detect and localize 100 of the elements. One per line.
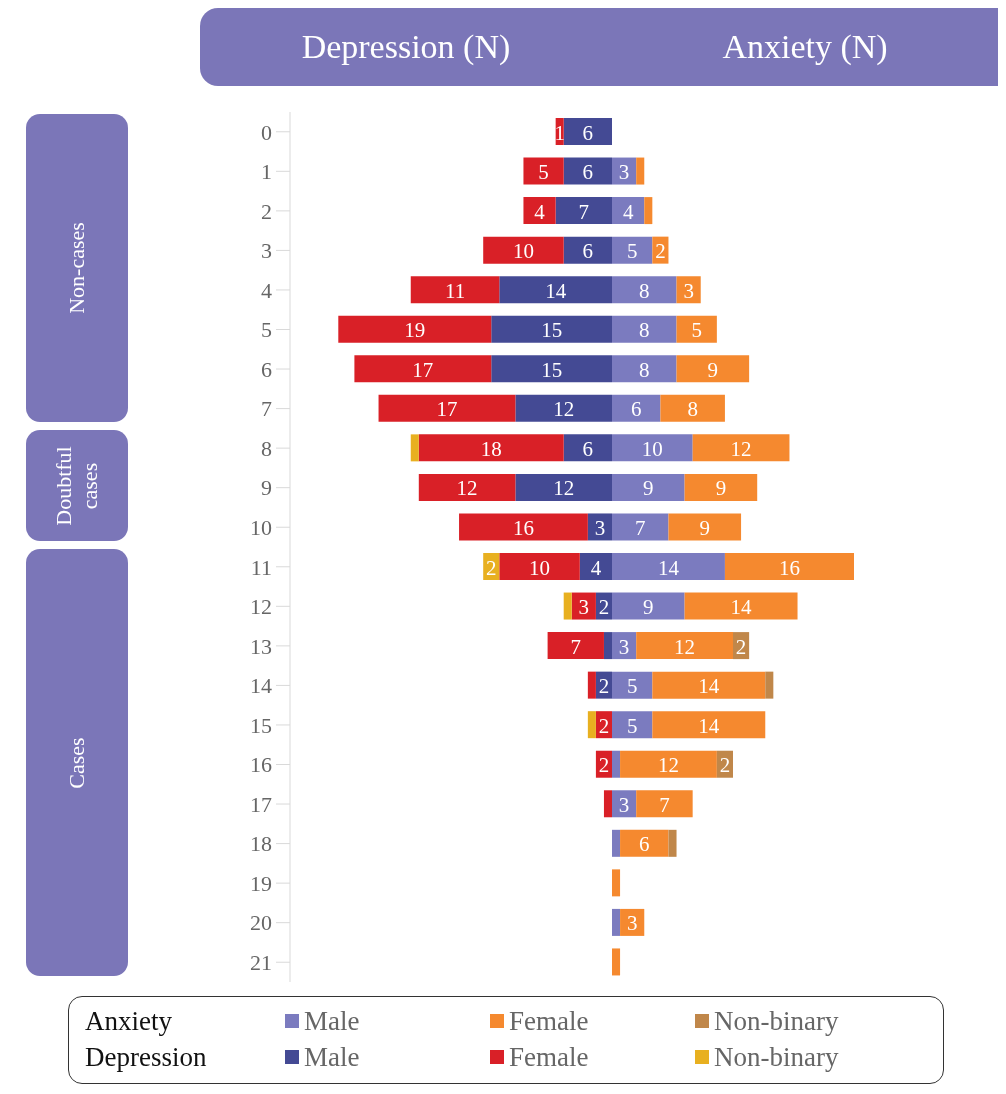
legend-label: Female [508,1005,590,1037]
data-label: 3 [683,278,694,303]
data-label: 15 [541,357,563,382]
bar [483,236,564,264]
data-label: 12 [456,476,478,501]
data-label: 2 [598,595,610,620]
bar [338,315,492,343]
bar [418,434,564,462]
data-label: 2 [719,753,731,778]
text: Non-cases [64,221,90,316]
bar [612,829,621,857]
text: Cases [64,735,90,791]
data-label: 9 [643,595,654,620]
bar [612,671,653,699]
data-label: 6 [630,397,642,422]
data-label: 7 [578,199,590,224]
data-label: 14 [730,595,753,620]
data-label: 3 [618,160,630,185]
data-label: 12 [674,634,696,659]
bar [652,711,766,739]
data-label: 5 [691,318,702,343]
data-label: 6 [582,160,594,185]
legend-title: Depression [85,1041,208,1073]
bar [684,592,798,620]
data-label: 17 [412,357,434,382]
bar [354,355,492,383]
text: Doubtful cases [51,444,103,528]
bar [523,197,556,225]
data-label: 2 [598,753,610,778]
data-label: 14 [698,713,720,738]
bar [724,553,854,580]
data-label: 4 [534,199,546,224]
bar [378,394,516,422]
bar [620,750,717,778]
data-label: 8 [639,278,650,303]
bar [587,711,596,739]
bar [547,632,604,660]
data-label: 15 [541,318,563,343]
y-tick-label: 4 [261,277,272,303]
y-tick-label: 15 [250,712,272,738]
bar [684,473,758,501]
data-label: 12 [657,753,679,778]
data-label: 6 [582,239,594,264]
data-label: 7 [634,515,646,540]
y-tick-label: 10 [250,515,272,541]
bar [523,157,564,185]
data-label: 8 [639,318,650,343]
data-label: 12 [553,397,575,422]
y-tick-label: 19 [250,870,272,896]
bar [692,434,790,462]
data-label: 3 [578,595,590,620]
data-label: 17 [436,397,458,422]
bar [418,473,516,501]
legend-title: Anxiety [85,1005,173,1037]
data-label: 18 [480,436,502,461]
data-label: 14 [657,555,680,580]
data-label: 9 [715,476,727,501]
bar [668,513,742,541]
data-label: 5 [626,239,638,264]
y-tick-label: 13 [250,633,272,659]
bar [644,197,653,225]
bar [636,632,733,660]
legend-label: Male [303,1041,361,1073]
y-tick-label: 17 [250,791,272,817]
y-tick-label: 9 [261,475,272,501]
chart-title: Anxiety (N) [722,28,888,66]
y-tick-label: 1 [261,159,272,185]
data-label: 11 [444,278,466,303]
data-label: 7 [659,792,670,817]
bar [459,513,588,541]
data-label: 6 [582,120,594,145]
data-label: 5 [626,674,638,699]
y-tick-label: 12 [250,594,272,620]
data-label: 12 [730,436,752,461]
bar [612,592,685,620]
y-tick-label: 6 [261,356,272,382]
data-label: 10 [641,436,663,461]
y-tick-label: 5 [261,317,272,343]
data-label: 3 [618,792,630,817]
bar [676,355,750,383]
bar [612,908,621,936]
bar [676,315,717,343]
data-label: 4 [622,199,634,224]
bar [587,671,596,699]
data-label: 2 [486,555,497,580]
data-label: 16 [512,515,534,540]
bar [612,750,621,778]
y-tick-label: 7 [261,396,272,422]
data-label: 14 [545,278,567,303]
bar [563,592,572,620]
data-label: 9 [707,357,719,382]
data-label: 2 [598,674,610,699]
bar [499,553,580,580]
data-label: 8 [687,397,698,422]
bar [660,394,725,422]
data-label: 9 [643,476,654,501]
data-label: 7 [570,634,582,659]
y-tick-label: 8 [261,435,272,461]
chart-title: Depression (N) [301,28,511,66]
bar [652,671,766,699]
